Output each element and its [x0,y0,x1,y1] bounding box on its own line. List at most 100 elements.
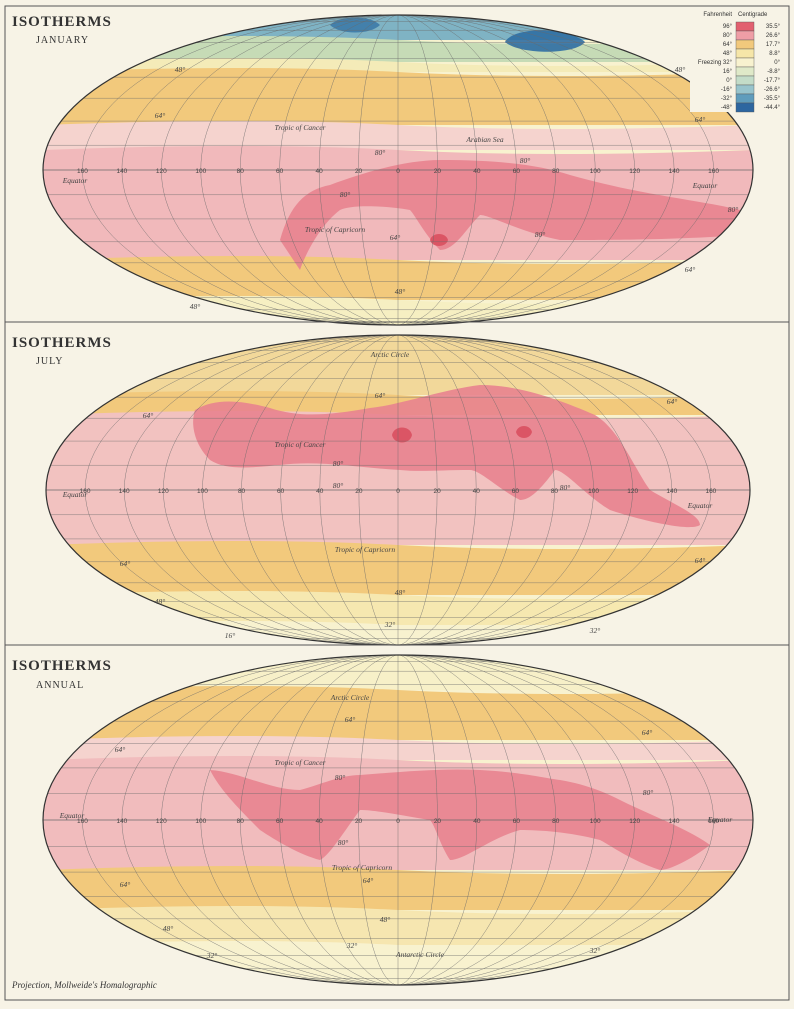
longitude-label: 20 [434,818,442,825]
legend-centigrade: 26.6° [766,33,781,39]
longitude-label: 120 [629,818,640,825]
isotherm-label: 32° [206,951,218,960]
legend-swatch [735,102,755,113]
isotherm-label: Equator [707,815,733,824]
isotherm-label: Equator [62,490,88,499]
longitude-label: 40 [315,818,323,825]
map-subtitle: JANUARY [36,35,89,46]
legend-swatch [735,66,755,77]
longitude-label: 160 [77,168,88,175]
legend-centigrade: -35.5° [764,96,781,102]
isotherm-label: Equator [687,501,713,510]
isotherm-label: 80° [333,459,344,468]
longitude-label: 20 [433,488,441,495]
isotherm-label: 48° [155,597,166,606]
longitude-label: 120 [158,488,169,495]
longitude-label: 60 [277,488,285,495]
isotherm-label: 64° [363,876,374,885]
longitude-label: 160 [708,818,719,825]
warm-region [430,234,448,246]
legend-fahrenheit: 16° [723,69,733,75]
longitude-label: 20 [355,488,363,495]
isotherm-label: 64° [143,411,154,420]
isotherm-label: 48° [675,65,686,74]
longitude-label: 60 [276,168,284,175]
longitude-label: 140 [116,168,127,175]
isotherm-label: 48° [395,287,406,296]
legend-swatch [735,93,755,104]
warm-region [516,426,532,438]
isotherm-label: 64° [345,715,356,724]
longitude-label: 160 [80,488,91,495]
map [43,655,753,985]
longitude-label: 0 [396,168,400,175]
longitude-label: 20 [434,168,442,175]
legend-centigrade: -44.4° [764,105,781,111]
isotherm-label: 80° [535,230,546,239]
longitude-label: 100 [195,818,206,825]
isotherm-label: 64° [155,111,166,120]
map-title: ISOTHERMS [12,658,112,674]
legend-fahrenheit: 64° [723,42,733,48]
longitude-label: 60 [513,168,521,175]
longitude-label: 140 [669,818,680,825]
isotherm-label: 64° [695,556,706,565]
isotherm-label: 32° [589,626,601,635]
longitude-label: 140 [116,818,127,825]
isotherm-label: 80° [340,190,351,199]
legend-swatch [735,57,755,68]
isotherm-label: 32° [346,941,358,950]
map-title: ISOTHERMS [12,335,112,351]
longitude-label: 80 [552,168,560,175]
isotherm-label: Tropic of Cancer [275,123,326,132]
longitude-label: 160 [705,488,716,495]
legend-centigrade: 0° [774,60,780,66]
longitude-label: 120 [156,168,167,175]
legend-header: Fahrenheit [703,12,732,18]
longitude-label: 120 [156,818,167,825]
legend-fahrenheit: -16° [721,87,733,93]
isotherm-label: Equator [59,811,85,820]
isotherm-label: Arctic Circle [370,350,410,359]
longitude-label: 160 [708,168,719,175]
longitude-label: 0 [396,818,400,825]
isotherm-label: 80° [335,773,346,782]
isotherm-label: Tropic of Capricorn [335,545,395,554]
longitude-label: 100 [197,488,208,495]
longitude-label: 80 [238,488,246,495]
isotherm-label: 48° [190,302,201,311]
map-subtitle: JULY [36,356,63,367]
legend-fahrenheit: 48° [723,51,733,57]
isotherm-label: 80° [560,483,571,492]
isotherm-label: 64° [120,880,131,889]
legend-swatch [735,21,755,32]
warm-region [392,427,412,443]
isotherm-label: 80° [338,838,349,847]
isotherm-label: 64° [685,265,696,274]
map-outline [42,654,754,986]
isotherm-label: Arctic Circle [330,693,370,702]
isotherm-label: 80° [333,481,344,490]
map-title: ISOTHERMS [12,14,112,30]
isotherm-label: 48° [163,924,174,933]
longitude-label: 40 [473,818,481,825]
isotherm-label: 64° [375,391,386,400]
isotherm-label: Tropic of Cancer [275,440,326,449]
longitude-label: 120 [627,488,638,495]
isotherm-label: Tropic of Capricorn [305,225,365,234]
longitude-label: 100 [195,168,206,175]
longitude-label: 80 [237,168,245,175]
legend-swatch [735,84,755,95]
isotherm-label: Tropic of Cancer [275,758,326,767]
map-subtitle: ANNUAL [36,680,84,691]
legend-swatch [735,39,755,50]
isotherm-label: 64° [642,728,653,737]
isotherm-label: 64° [390,233,401,242]
longitude-label: 140 [666,488,677,495]
isotherm-label: 80° [520,156,531,165]
legend-centigrade: 35.5° [766,24,781,30]
legend-fahrenheit: 80° [723,33,733,39]
maps: 160 140 120 100 80 60 40 20 0 20 40 60 80 100 120 140 16… [12,14,754,986]
legend-fahrenheit: 0° [726,78,732,84]
